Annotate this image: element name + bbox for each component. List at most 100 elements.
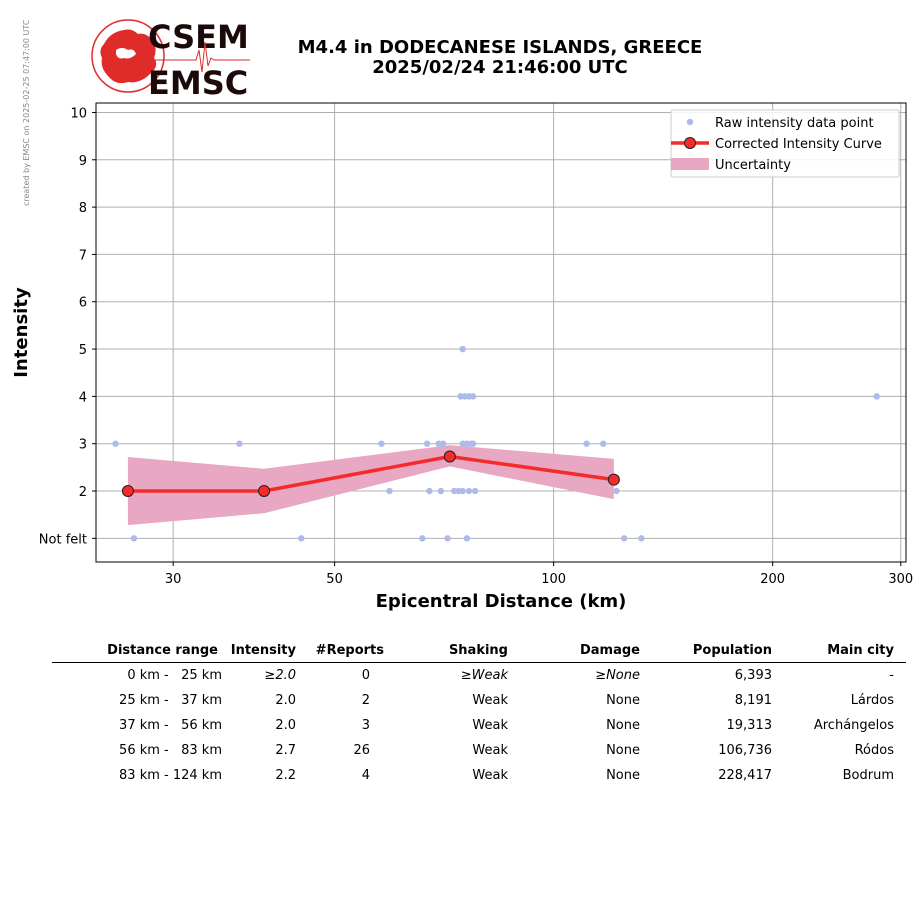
cell-damage: None bbox=[606, 767, 640, 783]
cell-population: 8,191 bbox=[734, 692, 772, 708]
cell-reports: 3 bbox=[361, 717, 370, 733]
table-row: 83 km - 124 km 2.2 4 Weak None 228,417 Bodrum bbox=[52, 763, 906, 788]
curve-marker-0 bbox=[121, 485, 134, 498]
cell-intensity: 2.0 bbox=[275, 692, 296, 708]
cell-population: 106,736 bbox=[718, 742, 772, 758]
raw-point-9 bbox=[435, 440, 442, 447]
cell-reports: 2 bbox=[361, 692, 370, 708]
cell-damage: None bbox=[606, 717, 640, 733]
x-tick-label-100: 100 bbox=[541, 572, 566, 587]
logo-text-csem: CSEM bbox=[148, 18, 249, 56]
raw-point-3 bbox=[298, 535, 305, 542]
table-row: 0 km - 25 km ≥2.0 0 ≥Weak ≥None 6,393 - bbox=[52, 663, 906, 689]
raw-point-26 bbox=[469, 440, 477, 447]
y-tick-label-5: 5 bbox=[79, 343, 87, 358]
cell-intensity: ≥2.0 bbox=[264, 667, 296, 683]
raw-point-16 bbox=[459, 345, 466, 353]
header-shaking: Shaking bbox=[396, 640, 520, 663]
table-row: 37 km - 56 km 2.0 3 Weak None 19,313 Archángel… bbox=[52, 713, 906, 738]
cell-population: 19,313 bbox=[726, 717, 773, 733]
cell-population: 228,417 bbox=[718, 767, 772, 783]
logo-text-emsc: EMSC bbox=[148, 64, 248, 100]
raw-point-29 bbox=[600, 440, 607, 447]
y-tick-label-2: 2 bbox=[79, 485, 87, 500]
legend-raw-label: Raw intensity data point bbox=[715, 116, 874, 131]
y-tick-label-8: 8 bbox=[79, 201, 87, 216]
y-axis-label: Intensity bbox=[11, 287, 32, 378]
x-tick-label-200: 200 bbox=[760, 572, 785, 587]
cell-shaking: Weak bbox=[472, 692, 508, 708]
summary-table: Distance range Intensity #Reports Shakin… bbox=[52, 640, 906, 788]
seismogram-line bbox=[148, 41, 250, 73]
header-reports: #Reports bbox=[308, 640, 396, 663]
y-tick-label-1: Not felt bbox=[39, 532, 87, 547]
raw-point-27 bbox=[471, 487, 479, 495]
table-row: 56 km - 83 km 2.7 26 Weak None 106,736 Ródos bbox=[52, 738, 906, 763]
header-main-city: Main city bbox=[784, 640, 906, 663]
cell-shaking: Weak bbox=[472, 767, 508, 783]
cell-reports: 4 bbox=[361, 767, 370, 783]
table-header-row: Distance range Intensity #Reports Shakin… bbox=[52, 640, 906, 663]
raw-point-8 bbox=[426, 487, 433, 495]
cell-main-city: Ródos bbox=[854, 742, 894, 758]
raw-point-0 bbox=[112, 440, 119, 447]
cell-reports: 0 bbox=[361, 667, 370, 683]
raw-point-10 bbox=[437, 487, 445, 495]
raw-point-32 bbox=[638, 535, 645, 542]
cell-population: 6,393 bbox=[734, 667, 772, 683]
cell-intensity: 2.7 bbox=[275, 742, 296, 758]
cell-damage: None bbox=[606, 692, 640, 708]
cell-intensity: 2.0 bbox=[275, 717, 296, 733]
legend: Raw intensity data point Corrected Inten… bbox=[670, 109, 900, 178]
cell-distance-range: 37 km - 56 km bbox=[119, 717, 222, 733]
raw-point-7 bbox=[423, 440, 431, 447]
cell-shaking: ≥Weak bbox=[460, 667, 508, 683]
y-tick-label-6: 6 bbox=[79, 296, 87, 311]
raw-point-12 bbox=[444, 535, 451, 542]
cell-reports: 26 bbox=[353, 742, 370, 758]
header-population: Population bbox=[652, 640, 784, 663]
x-tick-label-300: 300 bbox=[888, 572, 913, 587]
cell-distance-range: 83 km - 124 km bbox=[119, 767, 222, 783]
emsc-logo: CSEM EMSC bbox=[91, 18, 250, 100]
legend-raw-marker bbox=[686, 118, 694, 126]
raw-point-25 bbox=[469, 393, 477, 400]
uncertainty-band bbox=[127, 445, 614, 526]
chart-title-line2: 2025/02/24 21:46:00 UTC bbox=[372, 57, 628, 78]
cell-distance-range: 25 km - 37 km bbox=[119, 692, 222, 708]
y-tick-label-4: 4 bbox=[79, 390, 87, 405]
y-tick-label-9: 9 bbox=[79, 154, 87, 169]
corrected-curve-line bbox=[127, 454, 615, 493]
curve-marker-1 bbox=[258, 485, 271, 498]
header-distance-range: Distance range bbox=[52, 640, 230, 663]
raw-point-11 bbox=[439, 440, 447, 447]
curve-layer bbox=[121, 450, 620, 498]
y-tick-label-3: 3 bbox=[79, 438, 87, 453]
raw-point-31 bbox=[620, 535, 628, 542]
legend-uncertainty-label: Uncertainty bbox=[715, 158, 791, 173]
raw-point-17 bbox=[459, 487, 466, 495]
curve-marker-2 bbox=[443, 450, 456, 463]
cell-shaking: Weak bbox=[472, 717, 508, 733]
curve-marker-3 bbox=[607, 473, 620, 486]
intensity-chart: 30 50 100 200 300 Not felt 2 3 4 5 6 7 8 9 10 Epicentr… bbox=[11, 102, 913, 612]
cell-distance-range: 0 km - 25 km bbox=[127, 667, 222, 683]
raw-point-2 bbox=[236, 440, 243, 447]
legend-curve-label: Corrected Intensity Curve bbox=[715, 137, 882, 152]
cell-main-city: Bodrum bbox=[842, 767, 894, 783]
header-damage: Damage bbox=[520, 640, 652, 663]
x-axis-label: Epicentral Distance (km) bbox=[376, 591, 627, 612]
cell-damage: ≥None bbox=[595, 667, 640, 683]
y-tick-label-7: 7 bbox=[79, 248, 87, 263]
x-tick-label-30: 30 bbox=[165, 572, 182, 587]
globe-sea bbox=[116, 48, 136, 59]
y-tick-label-10: 10 bbox=[70, 106, 87, 121]
cell-main-city: Lárdos bbox=[850, 692, 894, 708]
cell-distance-range: 56 km - 83 km bbox=[119, 742, 222, 758]
x-tick-label-50: 50 bbox=[326, 572, 343, 587]
raw-points-layer bbox=[112, 345, 880, 542]
raw-point-33 bbox=[873, 393, 880, 400]
table-body: 0 km - 25 km ≥2.0 0 ≥Weak ≥None 6,393 - 25 km -… bbox=[52, 663, 906, 789]
plot-frame bbox=[95, 102, 907, 563]
cell-main-city: Archángelos bbox=[813, 717, 894, 733]
